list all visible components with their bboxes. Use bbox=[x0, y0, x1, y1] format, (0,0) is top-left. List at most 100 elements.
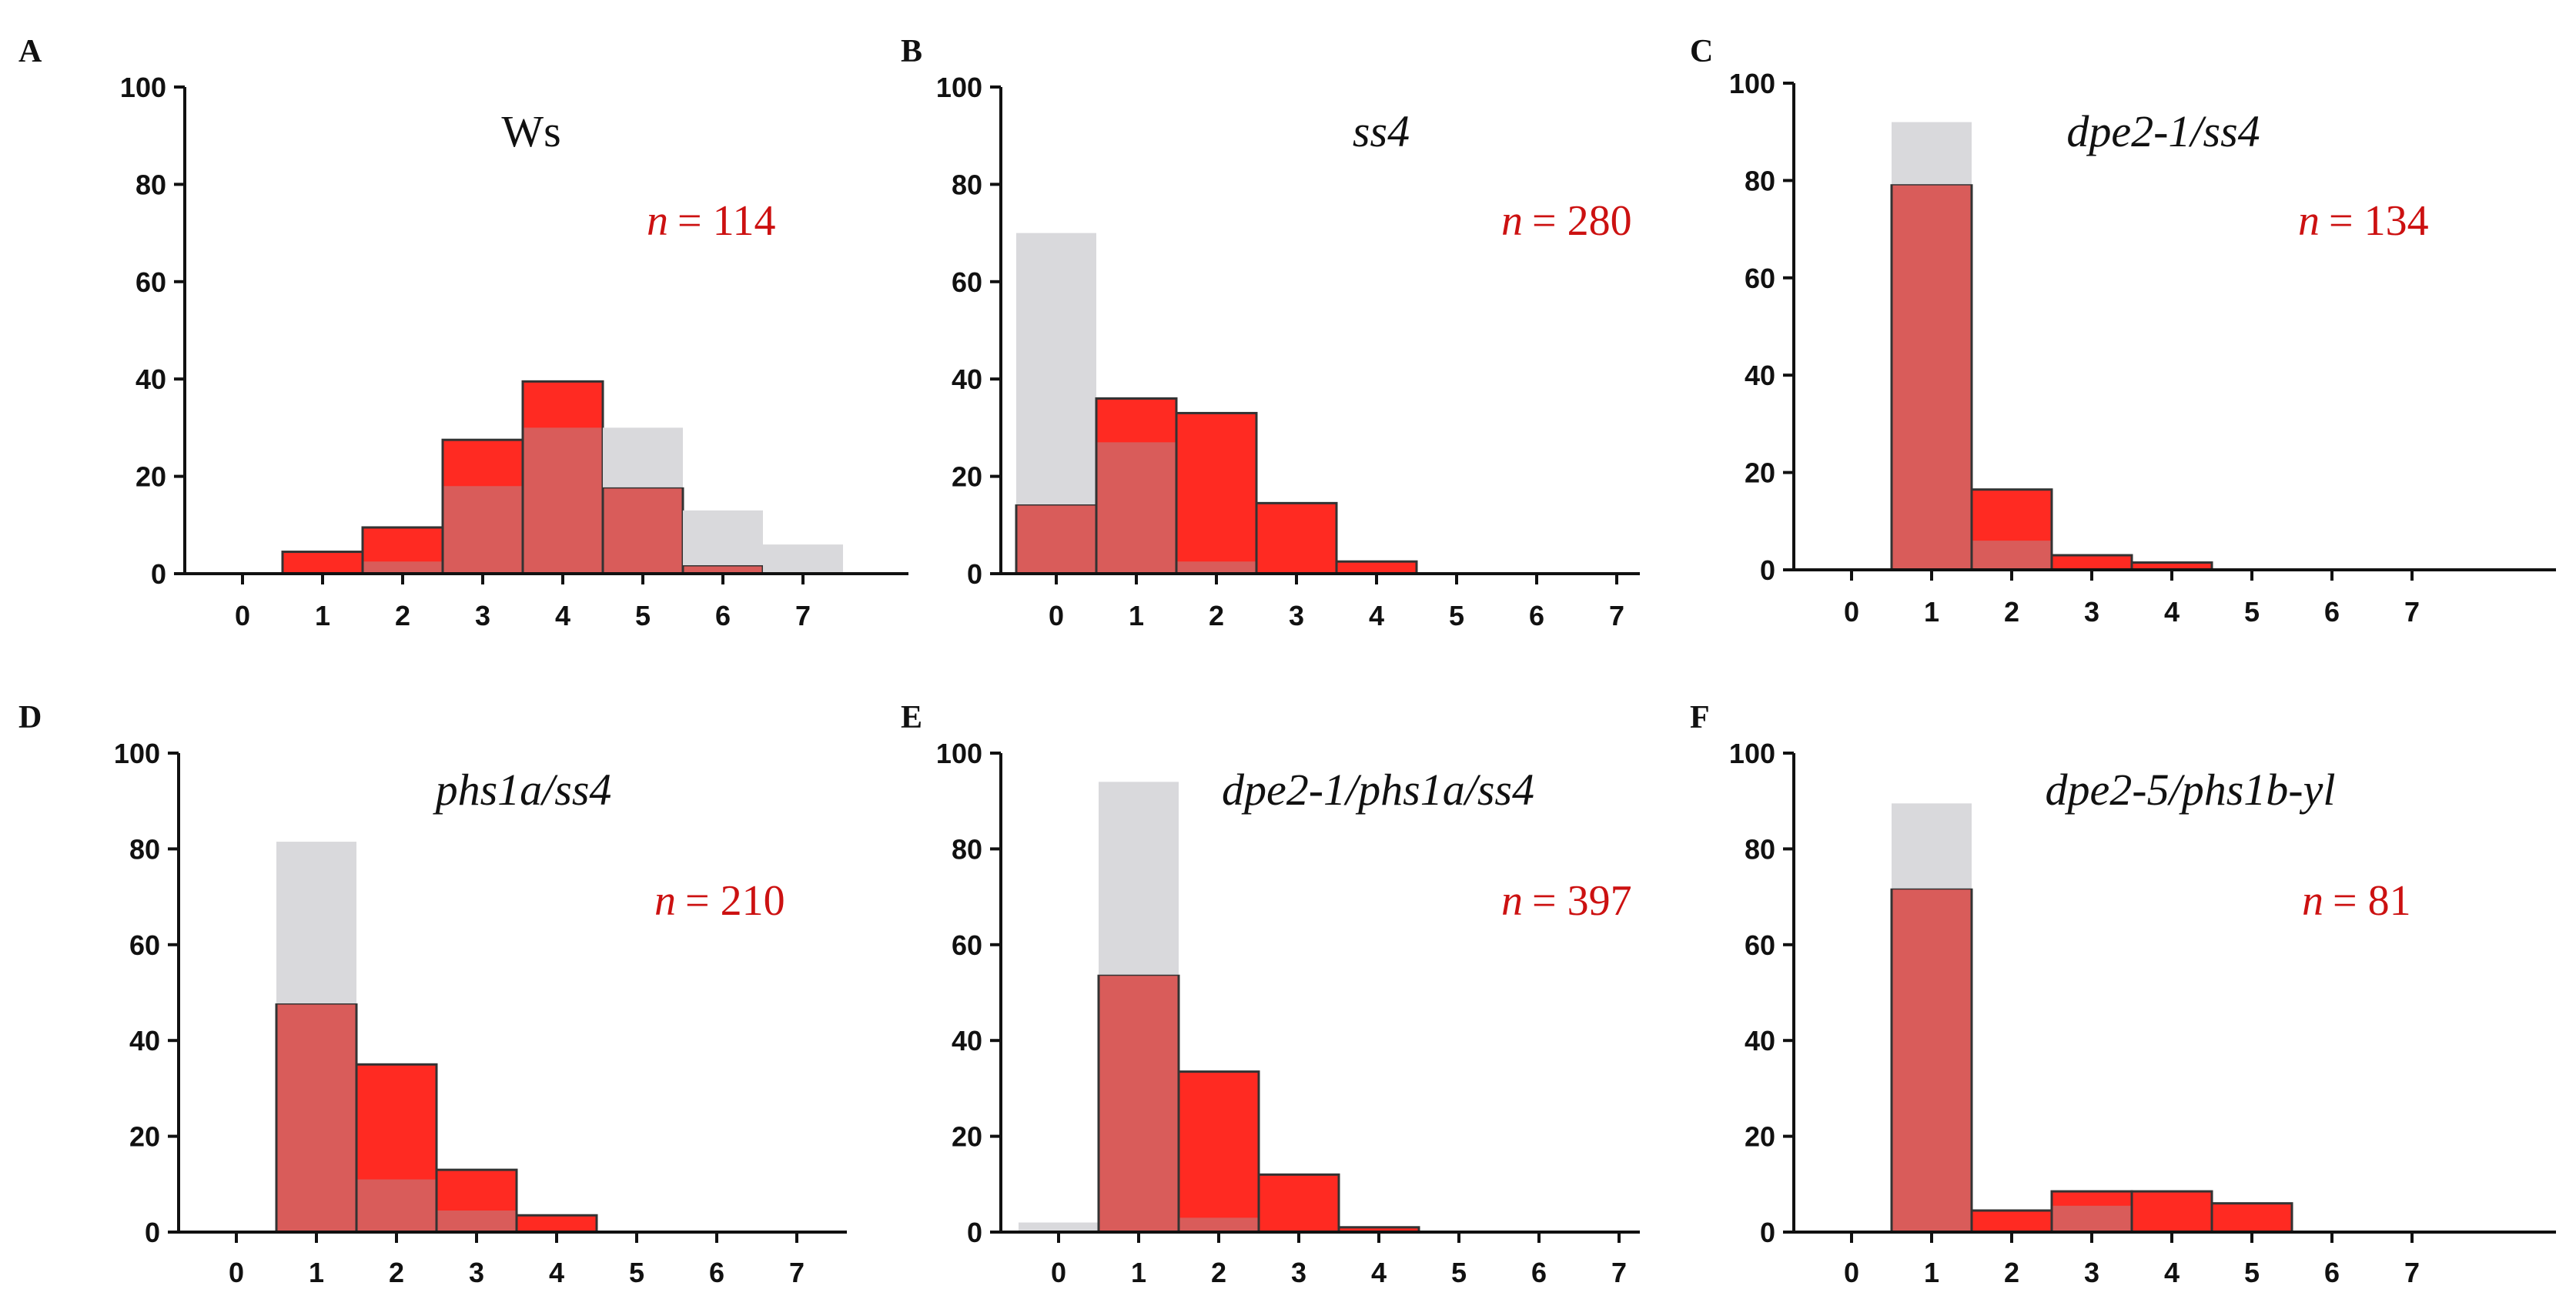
y-tick-label: 20 bbox=[952, 1121, 982, 1153]
foreground-bar bbox=[2050, 554, 2133, 571]
foreground-bar bbox=[2210, 1202, 2293, 1234]
overlap-bar bbox=[1892, 185, 1971, 569]
n-symbol: n bbox=[654, 877, 676, 925]
chart-panel-a: A 0 20 40 60 80 100 0 1 2 3 4 5 6 7 Ws n = 114 bbox=[18, 34, 908, 631]
y-tick-label: 100 bbox=[1729, 738, 1775, 769]
foreground-bar bbox=[1255, 501, 1338, 575]
x-tick-label: 7 bbox=[1609, 600, 1624, 631]
x-tick-label: 2 bbox=[389, 1257, 404, 1288]
chart-panel-d: D 0 20 40 60 80 100 0 1 2 3 4 5 6 7 phs1a/ss4 n = 210 bbox=[18, 700, 847, 1288]
foreground-bar bbox=[1175, 411, 1258, 575]
x-tick-label: 7 bbox=[2404, 596, 2420, 628]
y-tick-label: 0 bbox=[151, 558, 166, 590]
y-tick-label: 0 bbox=[1760, 554, 1775, 586]
x-tick-label: 7 bbox=[795, 600, 811, 631]
overlap-bar bbox=[604, 488, 682, 573]
y-tick-label: 20 bbox=[1745, 1121, 1775, 1153]
x-tick-label: 5 bbox=[1451, 1257, 1467, 1288]
y-tick-label: 40 bbox=[1745, 360, 1775, 391]
foreground-bar bbox=[2130, 1190, 2213, 1234]
x-tick-label: 4 bbox=[549, 1257, 564, 1288]
x-tick-label: 0 bbox=[1844, 1257, 1859, 1288]
n-symbol: n bbox=[1501, 877, 1523, 925]
x-tick-label: 2 bbox=[1209, 600, 1224, 631]
overlap-bar bbox=[277, 1004, 356, 1231]
x-tick-label: 6 bbox=[1531, 1257, 1547, 1288]
x-tick-label: 1 bbox=[1924, 596, 1939, 628]
x-tick-label: 7 bbox=[789, 1257, 805, 1288]
y-tick-label: 0 bbox=[1760, 1217, 1775, 1248]
overlap-bar bbox=[684, 566, 762, 573]
y-tick-label: 100 bbox=[114, 738, 160, 769]
overlap-bar bbox=[1097, 442, 1176, 573]
overlap-bar bbox=[2052, 1205, 2131, 1231]
x-tick-label: 4 bbox=[555, 600, 570, 631]
n-value: = 81 bbox=[2333, 877, 2411, 925]
y-tick-label: 20 bbox=[129, 1121, 160, 1153]
y-tick-label: 0 bbox=[967, 558, 982, 590]
x-tick-label: 4 bbox=[1371, 1257, 1387, 1288]
y-tick-label: 60 bbox=[1745, 263, 1775, 294]
overlap-bar bbox=[443, 486, 522, 573]
chart-title: dpe2-1/ss4 bbox=[2066, 106, 2260, 156]
foreground-bar bbox=[1257, 1173, 1340, 1234]
y-tick-label: 60 bbox=[135, 266, 166, 298]
chart-panel-e: E 0 20 40 60 80 100 0 1 2 3 4 5 6 7 dpe2-1/phs1a/ss4 n = … bbox=[901, 700, 1640, 1288]
y-tick-label: 40 bbox=[952, 1025, 982, 1057]
overlap-bar bbox=[1177, 561, 1256, 573]
overlap-bar bbox=[1017, 505, 1096, 573]
panel-letter: A bbox=[18, 34, 42, 69]
chart-title: Ws bbox=[501, 106, 560, 156]
y-tick-label: 100 bbox=[120, 72, 166, 103]
sample-size-label: n = 134 bbox=[2298, 197, 2429, 245]
x-tick-label: 1 bbox=[315, 600, 330, 631]
y-tick-label: 40 bbox=[129, 1025, 160, 1057]
x-tick-label: 4 bbox=[1369, 600, 1384, 631]
chart-title: dpe2-1/phs1a/ss4 bbox=[1222, 765, 1534, 815]
overlap-bar bbox=[437, 1211, 516, 1231]
background-bar bbox=[1019, 1222, 1099, 1232]
y-tick-label: 0 bbox=[145, 1217, 160, 1248]
foreground-bar bbox=[1335, 560, 1418, 575]
x-tick-label: 6 bbox=[1529, 600, 1544, 631]
y-tick-label: 40 bbox=[135, 363, 166, 395]
x-tick-label: 2 bbox=[2004, 1257, 2019, 1288]
sample-size-label: n = 114 bbox=[647, 197, 776, 245]
overlap-bar bbox=[357, 1179, 436, 1231]
x-tick-label: 1 bbox=[309, 1257, 324, 1288]
background-bar bbox=[763, 544, 843, 574]
foreground-bar bbox=[1970, 1209, 2053, 1234]
x-tick-label: 2 bbox=[2004, 596, 2019, 628]
y-tick-label: 100 bbox=[936, 72, 982, 103]
x-tick-label: 0 bbox=[235, 600, 250, 631]
y-tick-label: 20 bbox=[1745, 457, 1775, 489]
x-tick-label: 6 bbox=[2324, 596, 2340, 628]
x-tick-label: 6 bbox=[715, 600, 731, 631]
chart-panel-c: C 0 20 40 60 80 100 0 1 2 3 4 5 6 7 dpe2-1/ss4 n = 134 bbox=[1690, 34, 2556, 628]
y-tick-label: 60 bbox=[952, 929, 982, 961]
background-bar bbox=[683, 510, 763, 574]
y-tick-label: 20 bbox=[952, 461, 982, 493]
y-tick-label: 80 bbox=[129, 833, 160, 865]
x-tick-label: 2 bbox=[1211, 1257, 1226, 1288]
y-tick-label: 40 bbox=[952, 363, 982, 395]
overlap-bar bbox=[1972, 541, 2051, 569]
x-tick-label: 6 bbox=[709, 1257, 724, 1288]
x-tick-label: 3 bbox=[475, 600, 490, 631]
n-value: = 280 bbox=[1532, 197, 1632, 245]
chart-panel-f: F 0 20 40 60 80 100 0 1 2 3 4 5 6 7 dpe2-5/phs1b-yl n = 8… bbox=[1690, 700, 2556, 1288]
sample-size-label: n = 210 bbox=[654, 877, 785, 925]
y-tick-label: 80 bbox=[1745, 165, 1775, 196]
n-symbol: n bbox=[1501, 197, 1523, 245]
y-tick-label: 60 bbox=[952, 266, 982, 298]
sample-size-label: n = 397 bbox=[1501, 877, 1632, 925]
chart-title: ss4 bbox=[1353, 106, 1410, 156]
x-tick-label: 3 bbox=[2084, 1257, 2099, 1288]
y-tick-label: 80 bbox=[952, 833, 982, 865]
x-tick-label: 0 bbox=[1844, 596, 1859, 628]
overlap-bar bbox=[363, 561, 442, 573]
panel-letter: B bbox=[901, 34, 922, 69]
n-value: = 134 bbox=[2329, 197, 2429, 245]
x-tick-label: 4 bbox=[2164, 596, 2180, 628]
foreground-bar bbox=[281, 551, 364, 575]
